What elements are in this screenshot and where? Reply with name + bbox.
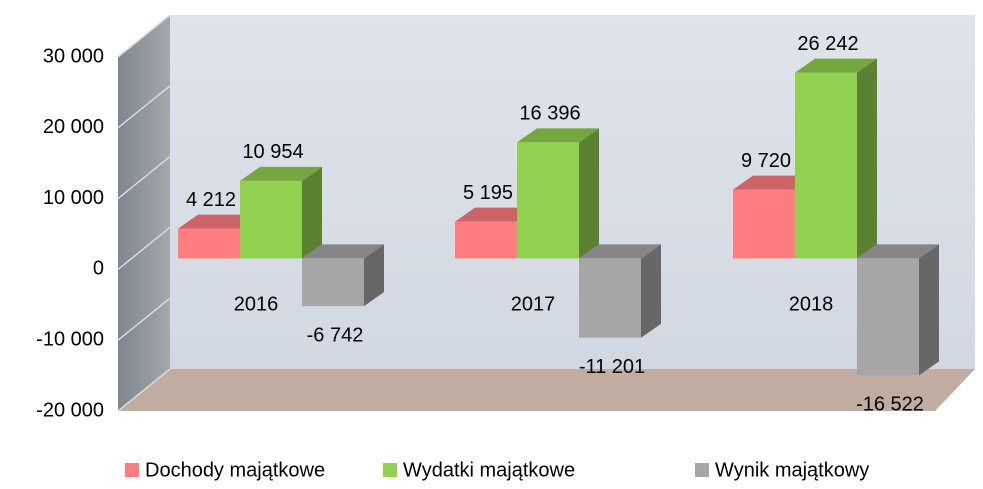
legend-label: Wynik majątkowy — [715, 459, 869, 481]
bars: 4 212 10 954 -6 742 2016 5 195 16 396 -11 201 2… — [178, 33, 939, 416]
bar-front — [240, 180, 302, 259]
y-tick-label: 0 — [93, 258, 104, 280]
bar-front — [795, 72, 857, 259]
bar-side — [579, 128, 599, 259]
bar-front — [517, 142, 579, 259]
data-label: -11 201 — [579, 356, 645, 378]
bar-top — [579, 244, 661, 259]
bar-front — [302, 258, 364, 307]
legend-label: Wydatki majątkowe — [403, 459, 575, 481]
bar-side — [364, 244, 384, 307]
bar-side — [641, 244, 661, 338]
data-label: -16 522 — [856, 394, 924, 416]
bar-front — [579, 258, 641, 338]
grid-line — [117, 226, 171, 270]
bar-front — [178, 228, 240, 259]
y-tick-label: 30 000 — [43, 45, 104, 67]
x-tick-label: 2016 — [234, 293, 279, 315]
bar-front — [857, 258, 919, 376]
legend-swatch — [695, 463, 709, 477]
grid-line — [117, 14, 171, 58]
bar-top — [178, 214, 260, 229]
grid-line — [117, 368, 171, 412]
data-label: 9 720 — [741, 150, 791, 172]
bar-top — [795, 58, 877, 73]
y-tick-label: -20 000 — [36, 399, 104, 421]
x-tick-label: 2018 — [789, 293, 834, 315]
legend-label: Dochody majątkowe — [145, 459, 325, 481]
bar — [857, 244, 939, 376]
bar-side — [302, 166, 322, 259]
grid-line — [117, 297, 171, 341]
bar-top — [517, 128, 599, 143]
legend-swatch — [383, 463, 397, 477]
floor — [118, 369, 975, 411]
side-wall — [118, 15, 170, 411]
grid-line — [117, 156, 171, 200]
x-tick-label: 2017 — [511, 293, 556, 315]
bar-side — [919, 244, 939, 376]
bar — [240, 166, 322, 259]
data-label: 4 212 — [186, 189, 236, 211]
grid-line — [117, 85, 171, 129]
y-tick-label: -10 000 — [36, 328, 104, 350]
bar-front — [733, 189, 795, 259]
bar-top — [240, 166, 322, 181]
bar-front — [455, 221, 517, 259]
y-tick-label: 10 000 — [43, 187, 104, 209]
legend-swatch — [125, 463, 139, 477]
data-label: 16 396 — [519, 103, 580, 125]
data-label: 5 195 — [463, 182, 513, 204]
bar-top — [455, 207, 537, 222]
bar — [579, 244, 661, 338]
data-label: 10 954 — [242, 141, 303, 163]
y-tick-label: 20 000 — [43, 116, 104, 138]
data-label: 26 242 — [797, 33, 858, 55]
bar-top — [733, 175, 815, 190]
data-label: -6 742 — [307, 324, 364, 346]
bar-top — [302, 244, 384, 259]
bar-side — [857, 58, 877, 259]
bar-top — [857, 244, 939, 259]
bar — [302, 244, 384, 307]
bar — [517, 128, 599, 259]
bar — [795, 58, 877, 259]
